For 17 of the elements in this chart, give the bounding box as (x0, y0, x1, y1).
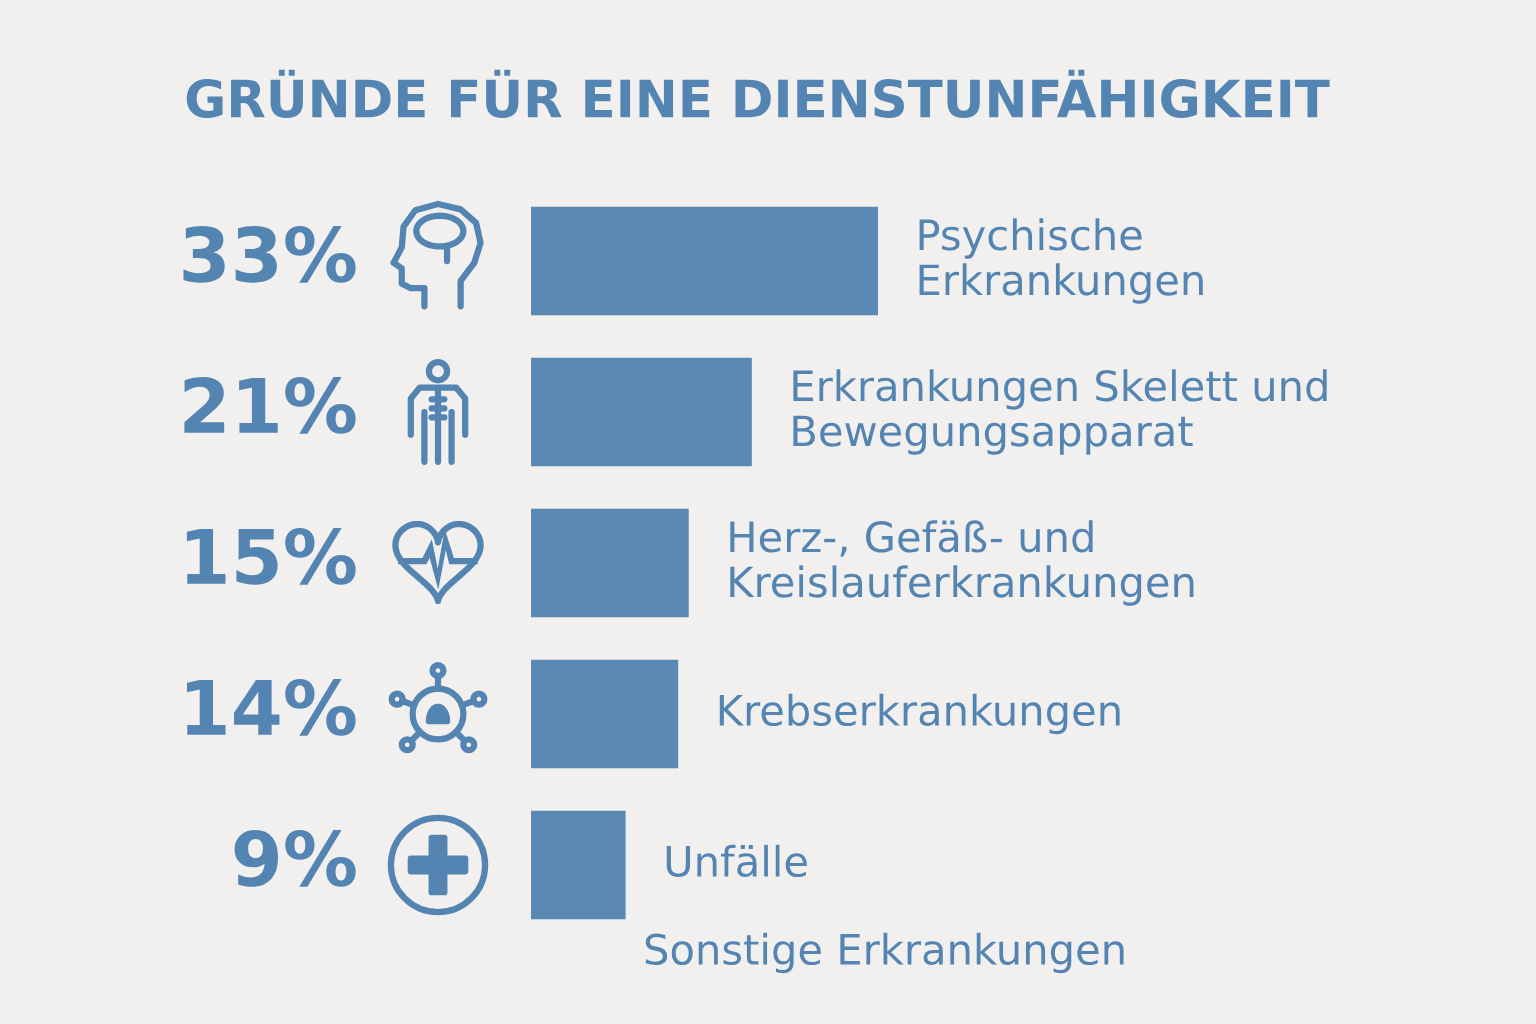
y-tick-label: Krebserkrankungen (719, 693, 1120, 735)
data-label: 9% (234, 830, 356, 887)
y-tick-label: Erkrankungen Skelett und Bewegungsapparat (793, 369, 1327, 455)
bar (531, 357, 752, 467)
y-tick-label: Unfälle (666, 844, 807, 878)
bar (531, 508, 689, 618)
annotation: Sonstige Erkrankungen (645, 932, 1124, 974)
data-label: 33% (183, 226, 356, 283)
bar (531, 659, 679, 769)
y-tick-label: Herz-, Gefäß- und Kreislauferkrankungen (730, 520, 1194, 606)
chart-title: GRÜNDE FÜR EINE DIENSTUNFÄHIGKEIT (186, 69, 1330, 118)
data-label: 14% (186, 679, 356, 736)
data-label: 21% (184, 377, 356, 434)
data-label: 15% (186, 528, 356, 585)
y-tick-label: Psychische Erkrankungen (919, 218, 1203, 304)
bar (531, 206, 878, 316)
bar (531, 810, 626, 920)
